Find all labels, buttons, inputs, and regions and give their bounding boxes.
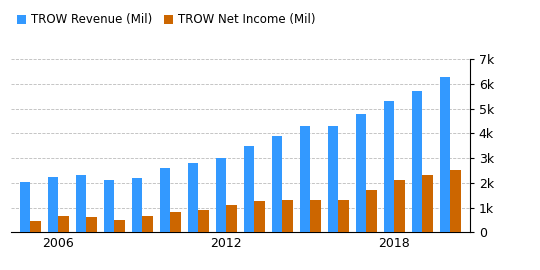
Legend: TROW Revenue (Mil), TROW Net Income (Mil): TROW Revenue (Mil), TROW Net Income (Mil… xyxy=(17,14,315,26)
Bar xyxy=(366,190,377,232)
Bar xyxy=(143,216,153,232)
Bar xyxy=(76,176,86,232)
Bar xyxy=(170,212,181,232)
Bar xyxy=(215,158,226,232)
Bar xyxy=(282,200,293,232)
Bar xyxy=(86,217,97,232)
Bar xyxy=(132,178,143,232)
Bar xyxy=(114,220,125,232)
Bar xyxy=(272,136,282,232)
Bar xyxy=(383,101,394,232)
Bar xyxy=(58,216,69,232)
Bar xyxy=(198,210,209,232)
Bar xyxy=(300,126,310,232)
Bar xyxy=(310,200,321,232)
Bar xyxy=(440,77,450,232)
Bar xyxy=(356,114,366,232)
Bar xyxy=(411,92,422,232)
Bar xyxy=(104,180,114,232)
Bar xyxy=(160,168,170,232)
Bar xyxy=(188,163,198,232)
Bar xyxy=(338,200,349,232)
Bar xyxy=(244,146,254,232)
Bar xyxy=(450,170,461,232)
Bar xyxy=(422,176,433,232)
Bar xyxy=(328,126,338,232)
Bar xyxy=(30,221,41,232)
Bar xyxy=(48,177,58,232)
Bar xyxy=(226,205,237,232)
Bar xyxy=(394,180,405,232)
Bar xyxy=(254,201,265,232)
Bar xyxy=(20,182,30,232)
